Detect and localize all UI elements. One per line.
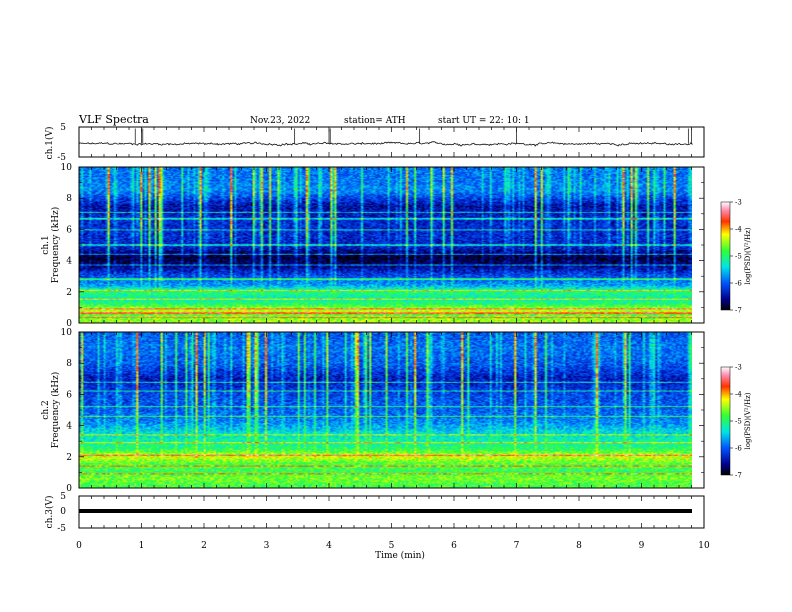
time-tick-label: 3	[264, 541, 270, 551]
frequency-tick-label: 0	[66, 319, 72, 329]
colorbar-tick-label: -4	[735, 226, 742, 234]
ch3-waveform-panel: 5 0 -5 ch.3(V)	[44, 492, 705, 534]
frequency-tick-label: 6	[66, 390, 72, 400]
ch1-spectrogram-ylabel-2: Frequency (kHz)	[50, 207, 61, 284]
time-tick-label: 9	[639, 541, 645, 551]
ch1-spectrogram-ticks	[78, 166, 705, 324]
ch3-waveform-ticks	[78, 496, 705, 528]
ch1-waveform-panel: 5 -5 ch.1(V)	[44, 123, 705, 163]
ch1-colorbar: -3 -4 -5 -6 -7 log(PSD)(V²/Hz)	[720, 199, 752, 315]
ch1-spectrogram-panel: 0 2 4 6 8 10 ch.1 Frequency (kHz)	[41, 163, 705, 329]
ch1-colorbar-label: log(PSD)(V²/Hz)	[744, 227, 752, 284]
frequency-tick-label: 4	[66, 422, 72, 432]
ch1-spectrogram-image	[79, 167, 692, 323]
ch1-spectrogram-yticklabels: 0 2 4 6 8 10	[61, 163, 73, 329]
ch3-ytick-top: 5	[60, 492, 66, 502]
colorbar-tick-label: -3	[735, 199, 742, 207]
colorbar-tick-label: -5	[735, 418, 742, 426]
ch2-colorbar-ticks: -3 -4 -5 -6 -7	[730, 364, 742, 480]
ch2-spectrogram-ylabel-1: ch.2	[41, 400, 51, 419]
frequency-tick-label: 4	[66, 257, 72, 267]
time-tick-label: 8	[576, 541, 582, 551]
ch2-spectrogram-yticklabels: 0 2 4 6 8 10	[61, 328, 73, 494]
ch2-spectrogram-ylabel-2: Frequency (kHz)	[50, 372, 61, 449]
ch2-spectrogram-panel: 0 2 4 6 8 10 ch.2 Frequency (kHz)	[41, 328, 705, 494]
frequency-tick-label: 2	[66, 288, 72, 298]
ch1-waveform-ylabel: ch.1(V)	[44, 127, 55, 160]
ch1-spectrogram-ylabel-1: ch.1	[41, 235, 51, 254]
ch2-spectrogram-ticks	[78, 331, 705, 489]
time-tick-label: 2	[201, 541, 207, 551]
ch1-ytick-bottom: -5	[57, 153, 66, 163]
ch1-waveform-trace	[78, 141, 693, 147]
time-tick-label: 4	[326, 541, 332, 551]
colorbar-tick-label: -6	[735, 445, 742, 453]
time-axis-label: Time (min)	[375, 550, 425, 561]
start-time-label: start UT = 22: 10: 1	[438, 116, 530, 126]
ch3-waveform-ylabel: ch.3(V)	[44, 496, 55, 529]
date-label: Nov.23, 2022	[250, 116, 310, 126]
colorbar-tick-label: -7	[735, 307, 742, 315]
ch3-ytick-mid: 0	[60, 507, 66, 517]
frequency-tick-label: 2	[66, 453, 72, 463]
time-tick-label: 1	[139, 541, 145, 551]
ch2-colorbar-label: log(PSD)(V²/Hz)	[744, 392, 752, 449]
ch2-colorbar: -3 -4 -5 -6 -7 log(PSD)(V²/Hz)	[720, 364, 752, 480]
ch2-colorbar-gradient	[720, 366, 731, 476]
time-tick-label: 5	[389, 541, 395, 551]
frequency-tick-label: 10	[61, 328, 73, 338]
colorbar-tick-label: -6	[735, 280, 742, 288]
station-label: station= ATH	[344, 116, 406, 126]
colorbar-tick-label: -5	[735, 253, 742, 261]
frequency-tick-label: 6	[66, 225, 72, 235]
time-tick-label: 7	[514, 541, 520, 551]
time-tick-label: 6	[451, 541, 457, 551]
colorbar-tick-label: -7	[735, 472, 742, 480]
frequency-tick-label: 0	[66, 484, 72, 494]
time-tick-label: 10	[698, 541, 710, 551]
ch3-ytick-bottom: -5	[57, 524, 66, 534]
figure-title: VLF Spectra	[78, 113, 149, 126]
colorbar-tick-label: -4	[735, 391, 742, 399]
time-tick-label: 0	[76, 541, 82, 551]
ch2-spectrogram-image	[79, 332, 692, 488]
frequency-tick-label: 8	[66, 359, 72, 369]
ch1-ytick-top: 5	[60, 123, 66, 133]
ch1-waveform-ticks	[78, 127, 705, 157]
frequency-tick-label: 8	[66, 194, 72, 204]
frequency-tick-label: 10	[61, 163, 73, 173]
time-axis-ticklabels: 0 1 2 3 4 5 6 7 8 9 10	[76, 541, 710, 551]
ch1-colorbar-ticks: -3 -4 -5 -6 -7	[730, 199, 742, 315]
colorbar-tick-label: -3	[735, 364, 742, 372]
ch1-colorbar-gradient	[720, 201, 731, 311]
